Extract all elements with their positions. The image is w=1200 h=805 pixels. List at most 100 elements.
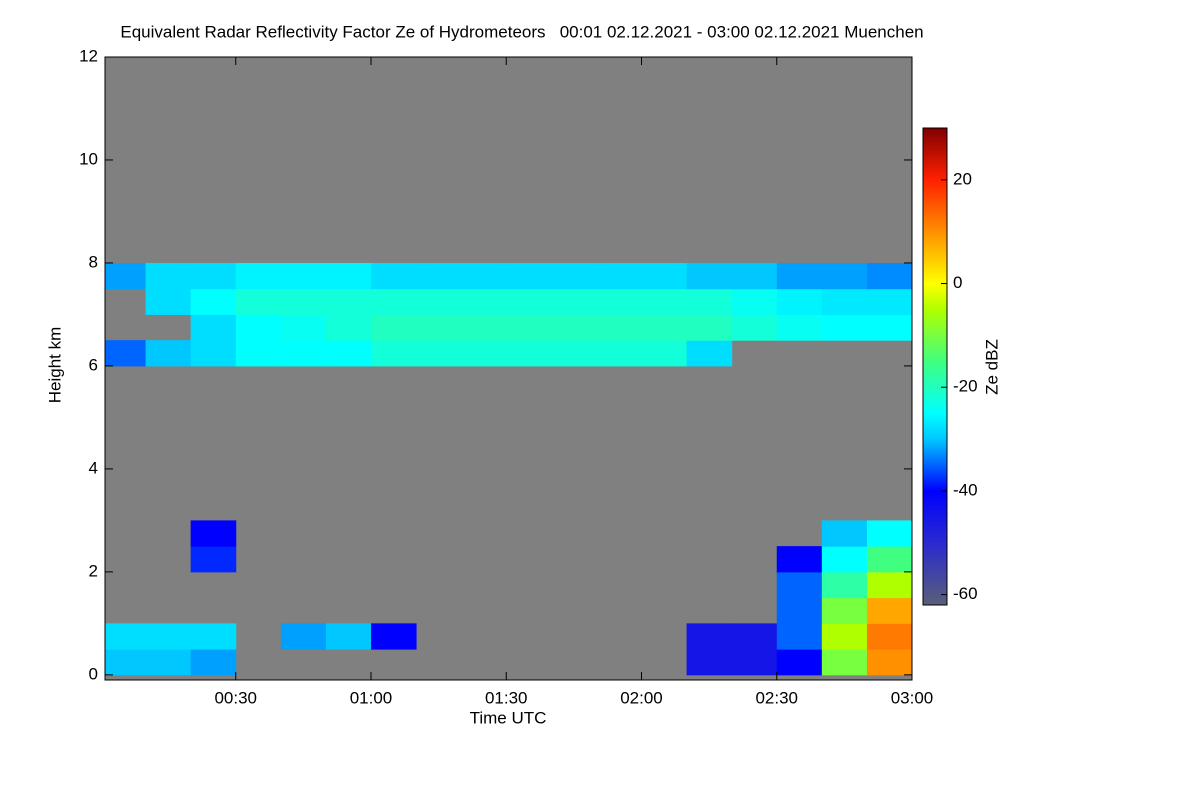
colorbar-tick-label: -40 (953, 480, 978, 499)
heatmap-cell (731, 623, 778, 650)
heatmap-cell (686, 340, 733, 367)
heatmap-cell (145, 649, 192, 676)
heatmap-cell (325, 314, 372, 341)
heatmap-cell (105, 262, 147, 290)
heatmap-cell (280, 262, 327, 290)
heatmap-cell (370, 288, 417, 315)
heatmap-cell (506, 288, 552, 315)
heatmap-cell (190, 546, 237, 573)
heatmap-cell (686, 314, 733, 341)
heatmap-cell (105, 649, 147, 676)
heatmap-cell (190, 520, 237, 547)
heatmap-cell (551, 340, 597, 367)
heatmap-cell (596, 340, 642, 367)
y-tick-label: 2 (89, 561, 98, 580)
heatmap-cell (416, 288, 462, 315)
heatmap-cell (731, 262, 778, 290)
heatmap-cell (866, 520, 913, 547)
heatmap-cell (776, 597, 823, 624)
heatmap-cell (325, 623, 372, 650)
heatmap-cell (190, 340, 237, 367)
heatmap-cell (280, 288, 327, 315)
heatmap-cell (105, 340, 147, 367)
heatmap-cell (641, 288, 688, 315)
heatmap-cell (821, 571, 868, 599)
chart-title: Equivalent Radar Reflectivity Factor Ze … (120, 22, 923, 41)
heatmap-cell (821, 546, 868, 573)
heatmap-cell (686, 288, 733, 315)
heatmap-cell (821, 623, 868, 650)
heatmap-cell (686, 649, 733, 676)
heatmap-cell (821, 314, 868, 341)
heatmap-cell (821, 649, 868, 676)
heatmap-cell (731, 649, 778, 676)
heatmap-cell (821, 597, 868, 624)
heatmap-cell (776, 649, 823, 676)
heatmap-cell (776, 314, 823, 341)
colorbar-label: Ze dBZ (982, 339, 1001, 395)
heatmap-cell (596, 314, 642, 341)
heatmap-cell (866, 597, 913, 624)
heatmap-cell (145, 340, 192, 367)
heatmap-cell (596, 262, 642, 290)
heatmap-cell (235, 314, 282, 341)
heatmap-cell (280, 314, 327, 341)
heatmap-cell (235, 262, 282, 290)
heatmap-cell (776, 262, 823, 290)
heatmap-cell (190, 649, 237, 676)
heatmap-cell (190, 623, 237, 650)
heatmap-cell (641, 314, 688, 341)
heatmap-cell (416, 262, 462, 290)
heatmap-cell (776, 571, 823, 599)
heatmap-cell (190, 314, 237, 341)
heatmap-cell (821, 288, 868, 315)
heatmap-cell (551, 288, 597, 315)
colorbar-tick-label: -20 (953, 377, 978, 396)
y-tick-label: 0 (89, 664, 98, 683)
y-tick-label: 4 (89, 458, 98, 477)
heatmap-cell (506, 262, 552, 290)
heatmap-cell (370, 340, 417, 367)
heatmap-cell (866, 649, 913, 676)
heatmap-cell (280, 623, 327, 650)
y-tick-label: 6 (89, 355, 98, 374)
heatmap-cell (145, 288, 192, 315)
heatmap-cell (731, 314, 778, 341)
heatmap-cell (776, 288, 823, 315)
heatmap-cell (821, 520, 868, 547)
heatmap-cell (776, 623, 823, 650)
heatmap-cell (821, 262, 868, 290)
heatmap-cell (866, 571, 913, 599)
y-tick-label: 10 (79, 149, 98, 168)
heatmap-cell (190, 262, 237, 290)
heatmap-cell (461, 340, 507, 367)
heatmap-cell (235, 288, 282, 315)
x-tick-label: 02:30 (755, 688, 798, 707)
colorbar-tick-label: -60 (953, 584, 978, 603)
heatmap-cell (461, 288, 507, 315)
heatmap-cell (416, 314, 462, 341)
heatmap-cell (731, 288, 778, 315)
heatmap-cell (416, 340, 462, 367)
heatmap-cell (686, 623, 733, 650)
x-tick-label: 01:00 (350, 688, 393, 707)
heatmap-cell (370, 314, 417, 341)
heatmap-cell (686, 262, 733, 290)
x-tick-label: 03:00 (891, 688, 934, 707)
heatmap-cell (641, 262, 688, 290)
x-tick-label: 00:30 (214, 688, 257, 707)
y-tick-label: 8 (89, 252, 98, 271)
heatmap-cell (370, 262, 417, 290)
y-tick-label: 12 (79, 46, 98, 65)
heatmap-cell (866, 262, 913, 290)
heatmap-cell (145, 262, 192, 290)
colorbar (922, 127, 948, 606)
heatmap-cell (866, 288, 913, 315)
heatmap-cell (235, 340, 282, 367)
heatmap-cell (145, 623, 192, 650)
heatmap-cell (105, 623, 147, 650)
heatmap-cell (776, 546, 823, 573)
heatmap-cell (370, 623, 417, 650)
x-axis-label: Time UTC (470, 708, 547, 727)
y-axis-label: Height km (45, 327, 64, 404)
